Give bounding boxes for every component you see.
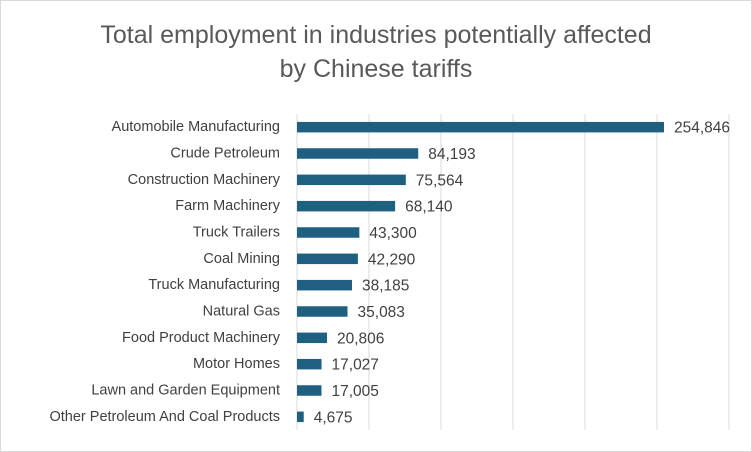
data-label: 4,675 [314, 409, 353, 426]
data-label: 84,193 [428, 146, 475, 163]
category-label: Motor Homes [193, 356, 280, 372]
bar [297, 332, 327, 344]
bar [297, 148, 419, 159]
data-label: 38,185 [362, 278, 409, 295]
data-label: 254,846 [674, 120, 730, 137]
bar [297, 306, 348, 317]
chart-title-line-1: Total employment in industries potential… [100, 21, 652, 49]
category-label: Construction Machinery [128, 172, 281, 188]
category-label: Coal Mining [203, 251, 280, 267]
bar [297, 411, 304, 423]
bar [297, 279, 352, 291]
bar [297, 121, 664, 133]
category-label: Crude Petroleum [170, 146, 280, 162]
chart-title: Total employment in industries potential… [0, 18, 752, 86]
data-label: 17,005 [331, 383, 378, 400]
data-label: 43,300 [369, 225, 417, 242]
gridlines [296, 114, 730, 430]
category-label: Lawn and Garden Equipment [91, 383, 280, 399]
data-label: 17,027 [332, 357, 379, 374]
category-label: Farm Machinery [175, 198, 280, 214]
bar [297, 174, 406, 186]
category-label: Truck Trailers [193, 225, 280, 241]
bar [297, 385, 322, 396]
bar [297, 253, 358, 265]
bar [297, 200, 396, 212]
category-label: Automobile Manufacturing [112, 119, 280, 135]
data-label: 68,140 [405, 199, 453, 216]
category-label: Other Petroleum And Coal Products [49, 409, 280, 425]
value-labels: 254,846 84,193 75,564 68,140 43,300 42,290 38,… [314, 120, 730, 427]
category-label: Natural Gas [203, 304, 280, 320]
data-label: 75,564 [416, 172, 464, 189]
chart-title-line-2: by Chinese tariffs [279, 55, 473, 83]
category-labels: Automobile Manufacturing Crude Petroleum C… [49, 119, 280, 425]
category-label: Food Product Machinery [122, 330, 281, 346]
data-label: 42,290 [368, 251, 416, 268]
data-label: 20,806 [337, 330, 384, 347]
bars [297, 121, 664, 423]
category-label: Truck Manufacturing [148, 277, 280, 293]
bar [297, 227, 360, 238]
data-label: 35,083 [358, 304, 405, 321]
bar [297, 358, 322, 370]
